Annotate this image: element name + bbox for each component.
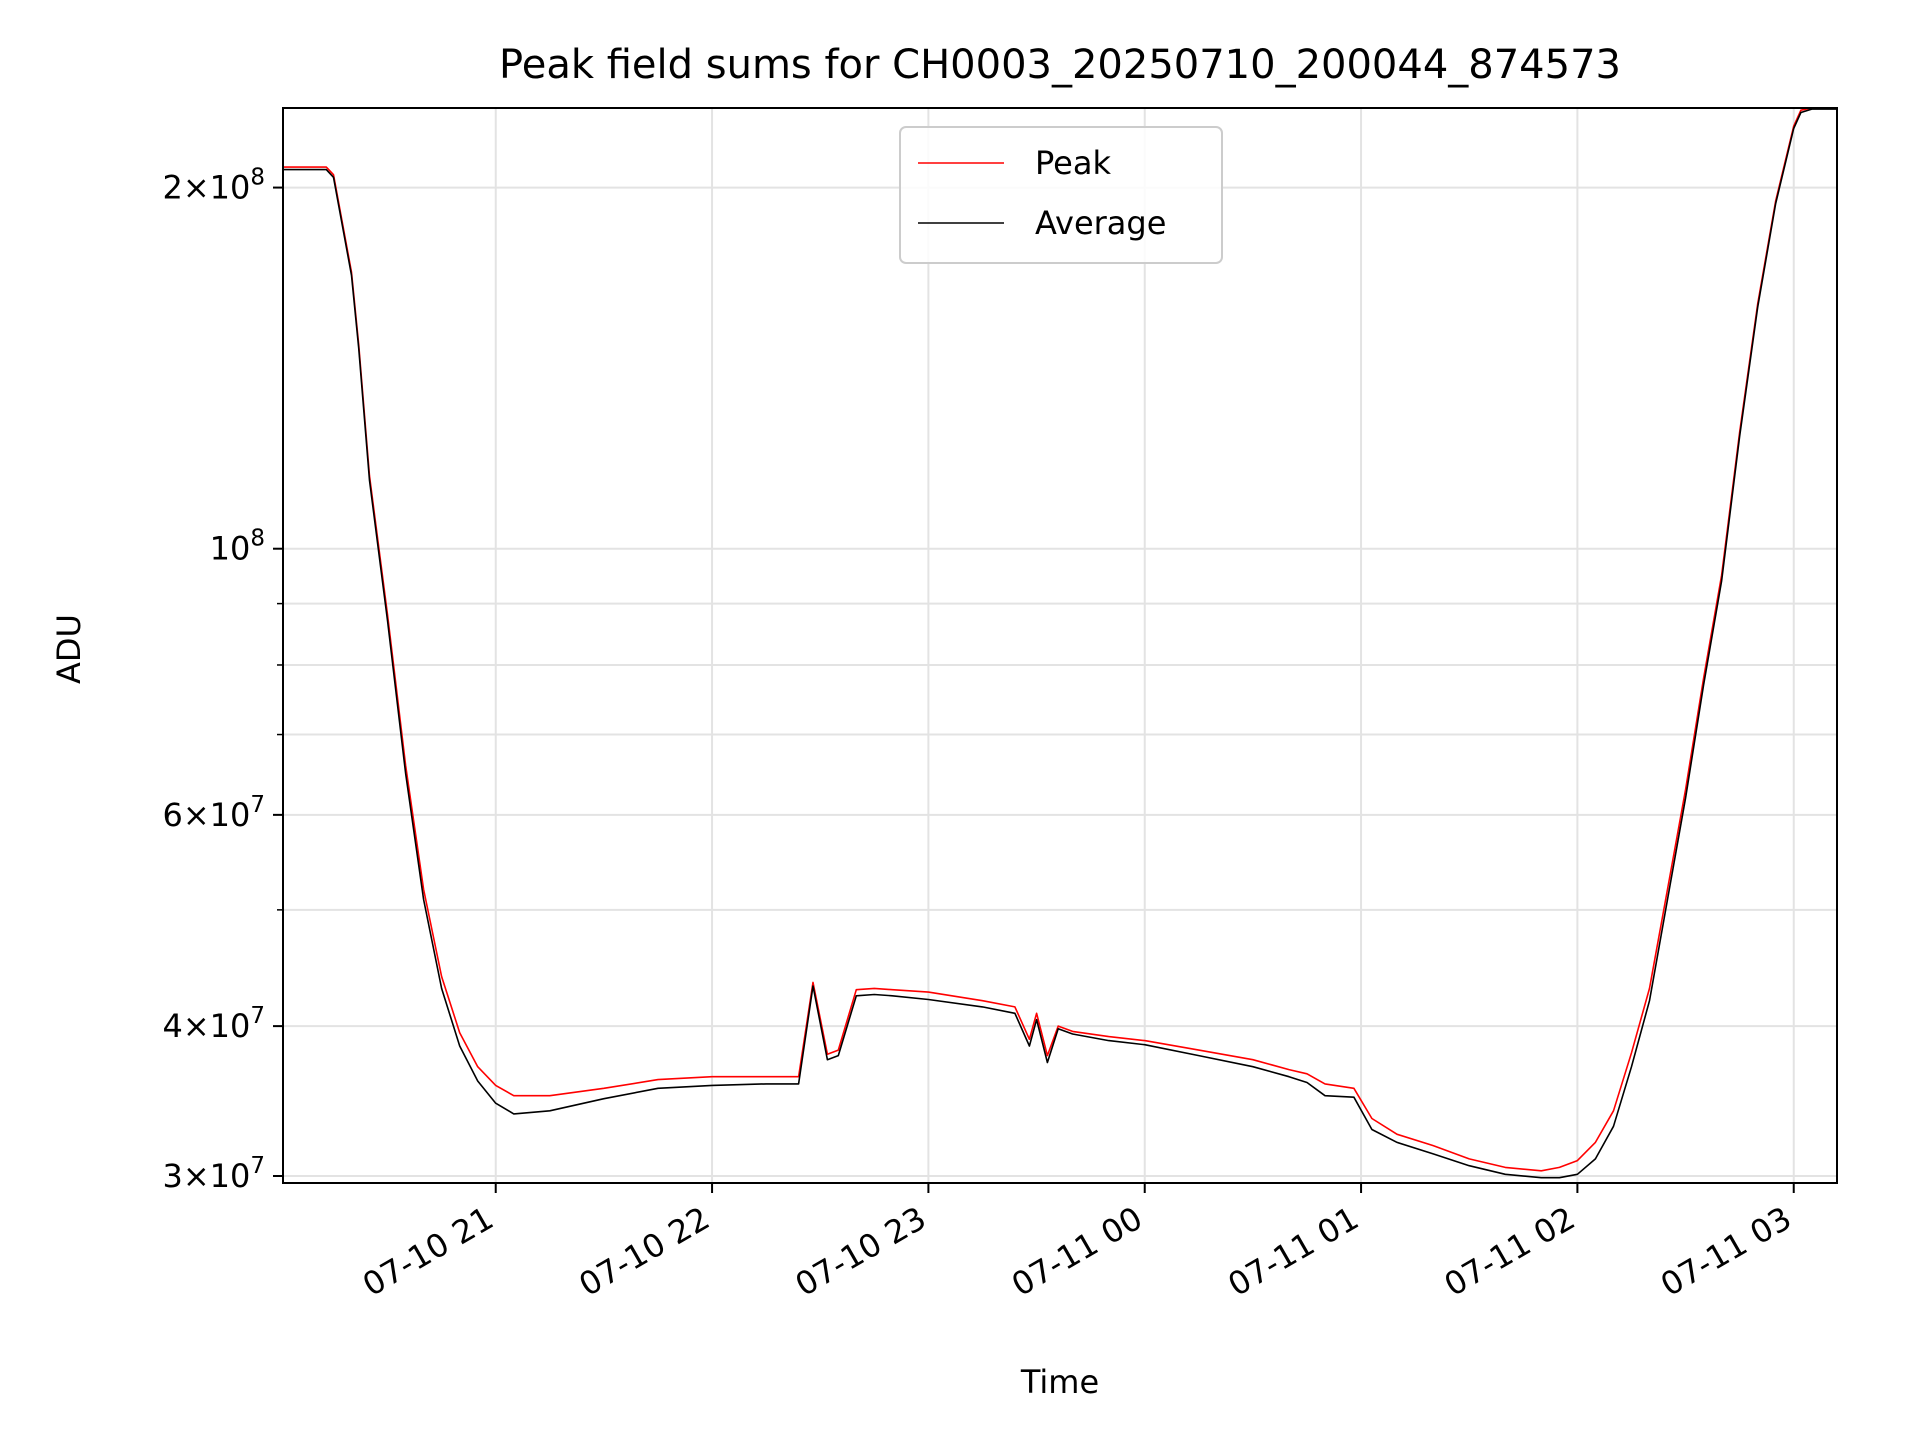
series-line-average <box>283 108 1837 1179</box>
x-tick-label: 07-10 22 <box>572 1199 716 1304</box>
y-tick-label: 6×107 <box>162 792 265 834</box>
y-tick-label: 2×108 <box>162 165 265 207</box>
legend-label-average: Average <box>1035 204 1166 242</box>
series-line-peak <box>283 107 1837 1172</box>
gridlines <box>283 108 1837 1183</box>
plot-frame <box>282 107 1838 1184</box>
y-axis-label: ADU <box>50 614 88 684</box>
x-tick-label: 07-11 02 <box>1438 1199 1582 1304</box>
x-tick-label: 07-10 23 <box>789 1199 933 1304</box>
y-tick-label: 4×107 <box>162 1003 265 1045</box>
series-layer <box>283 107 1837 1179</box>
x-tick-label: 07-11 03 <box>1654 1199 1798 1304</box>
chart-title: Peak field sums for CH0003_20250710_2000… <box>499 42 1621 88</box>
x-tick-label: 07-11 01 <box>1221 1199 1365 1304</box>
legend-box <box>899 126 1223 264</box>
x-tick-label: 07-10 21 <box>356 1199 500 1304</box>
legend-label-peak: Peak <box>1035 144 1111 182</box>
x-tick-label: 07-11 00 <box>1005 1199 1149 1304</box>
x-axis-label: Time <box>1020 1363 1099 1401</box>
y-tick-label: 108 <box>210 526 265 568</box>
y-tick-label: 3×107 <box>162 1153 265 1195</box>
legend: Peak Average <box>899 126 1223 264</box>
